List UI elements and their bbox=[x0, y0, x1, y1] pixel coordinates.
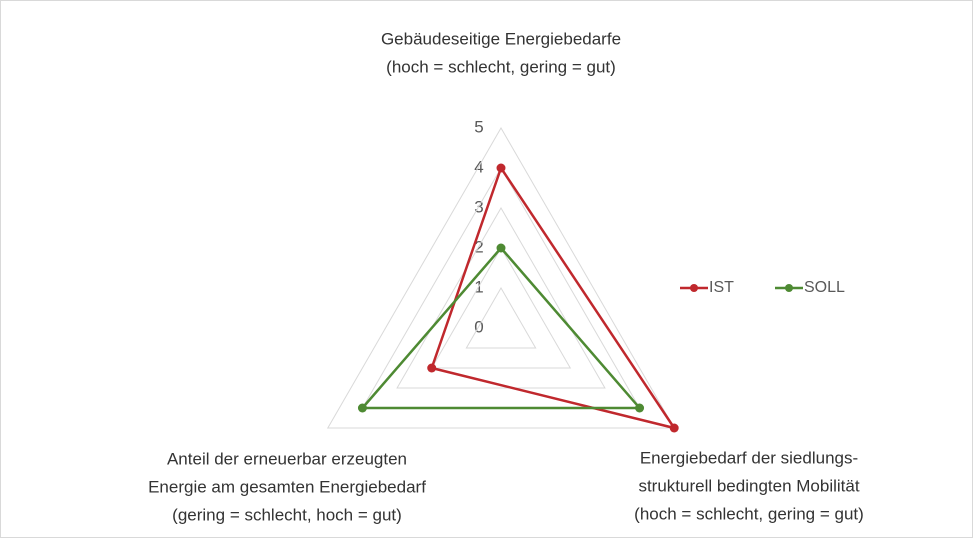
r-tick-label: 5 bbox=[474, 117, 483, 136]
legend-label: IST bbox=[709, 279, 734, 296]
series-marker bbox=[496, 243, 506, 253]
grid-ring bbox=[396, 206, 606, 389]
series-marker bbox=[496, 163, 506, 173]
grid-ring bbox=[326, 126, 676, 429]
category-label: Energie am gesamten Energiebedarf bbox=[148, 477, 426, 496]
legend-marker bbox=[690, 284, 698, 292]
series-marker bbox=[669, 423, 679, 433]
legend-label: SOLL bbox=[804, 279, 845, 296]
series-marker bbox=[635, 403, 645, 413]
grid-ring bbox=[430, 247, 572, 369]
series-line bbox=[430, 166, 676, 430]
category-label: Energiebedarf der siedlungs- bbox=[640, 448, 858, 467]
category-label: strukturell bedingten Mobilität bbox=[638, 476, 859, 495]
series-line bbox=[361, 246, 641, 410]
series-marker bbox=[357, 403, 367, 413]
category-label: (hoch = schlecht, gering = gut) bbox=[386, 57, 616, 76]
series-marker bbox=[427, 363, 437, 373]
category-label: (hoch = schlecht, gering = gut) bbox=[634, 504, 864, 523]
category-label: Gebäudeseitige Energiebedarfe bbox=[381, 29, 621, 48]
category-label: (gering = schlecht, hoch = gut) bbox=[172, 505, 402, 524]
grid-ring bbox=[465, 286, 537, 349]
category-label: Anteil der erneuerbar erzeugten bbox=[167, 449, 407, 468]
legend-marker bbox=[785, 284, 793, 292]
